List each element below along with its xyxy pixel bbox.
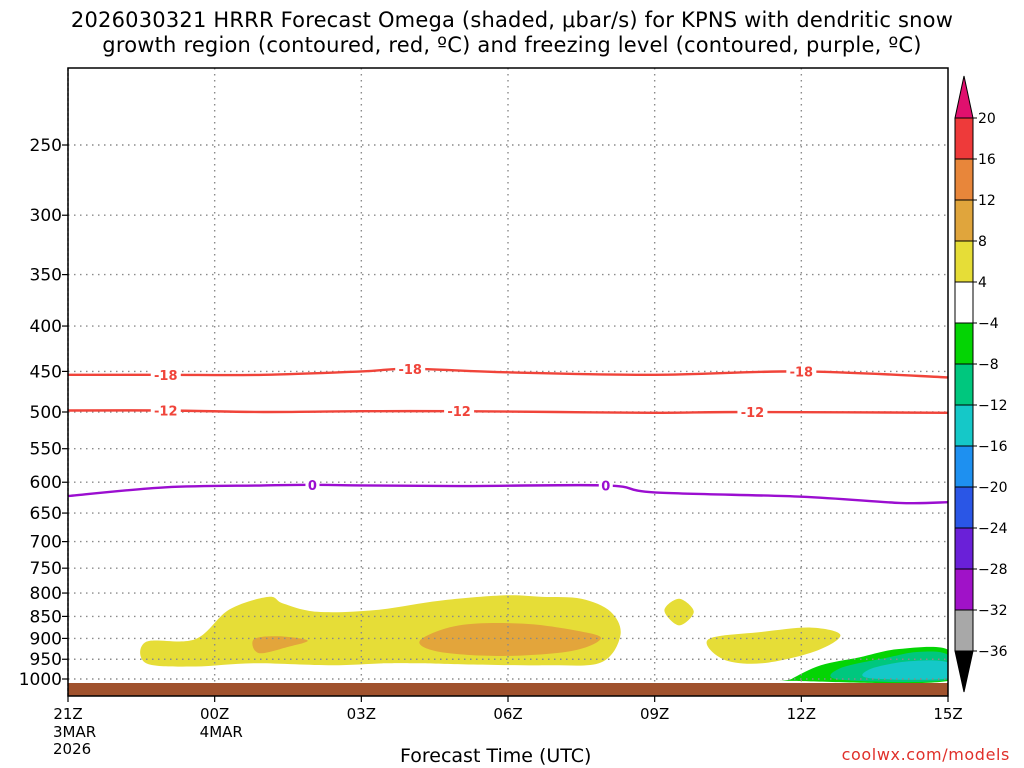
- colorbar-bin-12-to-8: [954, 199, 974, 242]
- contour-label-freezing-level-1: 0: [601, 479, 610, 494]
- colorbar-tick-label-4: 4: [978, 275, 987, 291]
- chart-title-line-2: growth region (contoured, red, ºC) and f…: [102, 33, 922, 57]
- contour-label-bg-dgz-minus18-0: [150, 367, 181, 382]
- colorbar-tick-label-8: 8: [978, 234, 987, 250]
- contours: -18 -18 -18 -12 -12 -12 0 0: [68, 361, 948, 505]
- colorbar-bottom-arrow: [954, 650, 974, 693]
- colorbar-tick-label--32: −32: [978, 603, 1008, 619]
- colorbar-tick-label--28: −28: [978, 562, 1008, 578]
- contour-label-bg-dgz-minus18-1: [395, 361, 426, 376]
- colorbar-tick-label-12: 12: [978, 193, 996, 209]
- chart-title: 2026030321 HRRR Forecast Omega (shaded, …: [0, 8, 1024, 58]
- omega-4-8-b: [664, 598, 694, 626]
- omega-4-8-c: [706, 627, 841, 664]
- y-tick-label-700: 700: [30, 533, 62, 553]
- x-tick-label-21Z: 21Z: [53, 705, 82, 723]
- colorbar-bin-4-to--4: [954, 281, 974, 324]
- colorbar-top-arrow: [954, 75, 974, 119]
- contour-label-bg-dgz-minus18-2: [786, 364, 817, 379]
- colorbar-bin--8-to--12: [954, 363, 974, 406]
- colorbar-bin--16-to--20: [954, 445, 974, 488]
- contour-label-bg-dgz-minus12-0: [150, 403, 181, 418]
- y-tick-label-950: 950: [30, 650, 62, 670]
- y-tick-label-450: 450: [30, 362, 62, 382]
- y-tick-label-250: 250: [30, 136, 62, 156]
- x-tick-sublabel-21Z-0: 3MAR: [53, 723, 96, 741]
- contour-line-freezing-level: [68, 483, 948, 505]
- colorbar-bin--32-to--36: [954, 609, 974, 652]
- colorbar-bin-8-to-4: [954, 240, 974, 283]
- x-tick-label-12Z: 12Z: [787, 705, 816, 723]
- colorbar-tick-label--12: −12: [978, 398, 1008, 414]
- x-tick-label-15Z: 15Z: [933, 705, 962, 723]
- y-tick-label-650: 650: [30, 504, 62, 524]
- x-axis-title: Forecast Time (UTC): [400, 745, 592, 767]
- y-tick-label-500: 500: [30, 403, 62, 423]
- colorbar-bin--24-to--28: [954, 527, 974, 570]
- contour-label-dgz-minus18-0: -18: [154, 369, 178, 384]
- colorbar-bin--20-to--24: [954, 486, 974, 529]
- contour-label-bg-dgz-minus12-2: [737, 405, 768, 419]
- omega-8-12-b: [419, 623, 601, 657]
- x-tick-label-09Z: 09Z: [640, 705, 669, 723]
- chart-title-line-1: 2026030321 HRRR Forecast Omega (shaded, …: [70, 8, 954, 32]
- credit-link[interactable]: coolwx.com/models: [841, 745, 1010, 764]
- y-tick-label-300: 300: [30, 206, 62, 226]
- y-tick-label-350: 350: [30, 266, 62, 286]
- y-tick-label-550: 550: [30, 440, 62, 460]
- x-tick-sublabel-21Z-1: 2026: [53, 740, 91, 758]
- contour-label-dgz-minus12-0: -12: [154, 404, 178, 419]
- x-tick-label-06Z: 06Z: [493, 705, 522, 723]
- y-tick-label-850: 850: [30, 607, 62, 627]
- colorbar-tick-label--8: −8: [978, 357, 999, 373]
- contour-label-bg-freezing-level-1: [598, 478, 613, 493]
- colorbar-tick-label--4: −4: [978, 316, 999, 332]
- contour-label-dgz-minus18-2: -18: [790, 365, 814, 380]
- colorbar-tick-label--16: −16: [978, 439, 1008, 455]
- colorbar-bin-20-to-16: [954, 117, 974, 160]
- contour-label-dgz-minus12-2: -12: [741, 406, 765, 421]
- surface-band: [68, 683, 948, 696]
- contour-label-freezing-level-0: 0: [308, 479, 317, 494]
- colorbar-bin--28-to--32: [954, 568, 974, 611]
- colorbar-tick-label--24: −24: [978, 521, 1008, 537]
- colorbar-tick-label-20: 20: [978, 111, 996, 127]
- colorbar-tick-label-16: 16: [978, 152, 996, 168]
- contour-label-bg-dgz-minus12-1: [444, 404, 475, 419]
- y-tick-label-800: 800: [30, 584, 62, 604]
- contour-label-dgz-minus12-1: -12: [447, 405, 471, 420]
- contour-label-dgz-minus18-1: -18: [398, 363, 422, 378]
- colorbar-tick-label--36: −36: [978, 644, 1008, 660]
- omega-minus12-minus16: [862, 660, 948, 680]
- colorbar-bin-16-to-12: [954, 158, 974, 201]
- colorbar-tick-label--20: −20: [978, 480, 1008, 496]
- contour-label-bg-freezing-level-0: [305, 477, 320, 492]
- colorbar-bin--12-to--16: [954, 404, 974, 447]
- x-tick-label-03Z: 03Z: [347, 705, 376, 723]
- y-tick-label-750: 750: [30, 559, 62, 579]
- omega-shading: [140, 595, 948, 684]
- x-tick-label-00Z: 00Z: [200, 705, 229, 723]
- y-tick-label-900: 900: [30, 629, 62, 649]
- omega-8-12-a: [252, 636, 308, 654]
- y-tick-label-400: 400: [30, 317, 62, 337]
- colorbar-bin--4-to--8: [954, 322, 974, 365]
- y-tick-label-1000: 1000: [19, 670, 62, 690]
- y-tick-label-600: 600: [30, 473, 62, 493]
- x-tick-sublabel-00Z-0: 4MAR: [200, 723, 243, 741]
